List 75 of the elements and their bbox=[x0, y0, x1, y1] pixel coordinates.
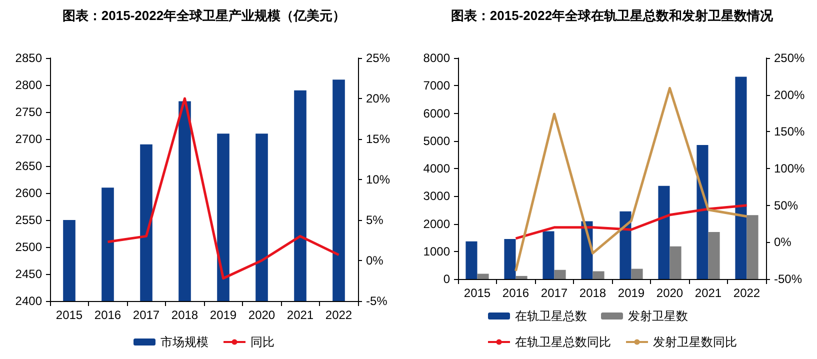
y-tick-label: 2400 bbox=[15, 294, 42, 308]
y-tick-label: 2700 bbox=[15, 132, 42, 146]
line-series bbox=[514, 204, 748, 240]
y-tick-label: 0 bbox=[443, 272, 450, 286]
chart-title: 图表：2015-2022年全球在轨卫星总数和发射卫星数情况 bbox=[450, 8, 774, 23]
y2-tick-label: 0% bbox=[366, 254, 384, 268]
y-tick-label: 2800 bbox=[15, 78, 42, 92]
y-tick-label: 5000 bbox=[423, 134, 450, 148]
bar bbox=[735, 76, 747, 279]
y-tick-label: 4000 bbox=[423, 162, 450, 176]
line-series bbox=[514, 86, 748, 272]
x-tick-label: 2022 bbox=[733, 286, 760, 300]
x-tick-label: 2019 bbox=[618, 286, 645, 300]
x-tick-label: 2017 bbox=[540, 286, 568, 300]
y-tick-label: 7000 bbox=[423, 78, 450, 93]
line-series bbox=[106, 97, 340, 280]
x-tick-label: 2022 bbox=[325, 308, 352, 322]
bar bbox=[554, 270, 566, 279]
bar bbox=[592, 271, 604, 279]
y-tick-label: 2650 bbox=[15, 159, 42, 173]
legend-label: 在轨卫星总数 bbox=[515, 309, 587, 323]
y2-tick-label: 150% bbox=[774, 124, 806, 139]
legend-label: 发射卫星数 bbox=[628, 309, 688, 323]
y-tick-label: 2850 bbox=[15, 51, 42, 65]
x-tick-label: 2018 bbox=[579, 286, 606, 300]
y-tick-label: 6000 bbox=[423, 106, 450, 120]
y-tick-label: 8000 bbox=[423, 51, 450, 65]
y-tick-label: 2500 bbox=[15, 240, 42, 254]
bar bbox=[620, 211, 632, 279]
y2-tick-label: 0% bbox=[774, 235, 792, 250]
y2-tick-label: 15% bbox=[366, 132, 390, 146]
y2-tick-label: -5% bbox=[366, 294, 388, 308]
x-tick-label: 2020 bbox=[248, 308, 276, 322]
y2-tick-label: 200% bbox=[774, 88, 806, 102]
bar bbox=[466, 241, 478, 279]
x-tick-label: 2017 bbox=[132, 308, 160, 322]
bar bbox=[542, 231, 554, 279]
x-tick-label: 2019 bbox=[210, 308, 237, 322]
bar bbox=[746, 215, 758, 279]
bar bbox=[477, 274, 489, 279]
y-tick-label: 2450 bbox=[15, 267, 42, 281]
y2-tick-label: 25% bbox=[366, 51, 390, 65]
bar bbox=[504, 238, 516, 279]
x-tick-label: 2018 bbox=[171, 308, 198, 322]
y-tick-label: 2550 bbox=[15, 213, 42, 227]
x-tick-label: 2015 bbox=[464, 286, 491, 300]
y2-tick-label: 100% bbox=[774, 162, 806, 176]
y2-tick-label: -50% bbox=[774, 272, 802, 286]
bar bbox=[516, 276, 528, 279]
y2-tick-label: 250% bbox=[774, 51, 806, 65]
y2-tick-label: 10% bbox=[366, 172, 390, 186]
bar bbox=[658, 186, 670, 279]
x-tick-label: 2021 bbox=[694, 286, 722, 300]
bar bbox=[708, 232, 720, 279]
y2-tick-label: 5% bbox=[366, 213, 384, 227]
y-tick-label: 3000 bbox=[423, 189, 450, 204]
x-tick-label: 2016 bbox=[94, 308, 122, 322]
legend-label: 在轨卫星总数同比 bbox=[515, 335, 611, 349]
bar bbox=[631, 268, 643, 279]
legend-label: 发射卫星数同比 bbox=[653, 335, 737, 349]
y-tick-label: 2600 bbox=[15, 186, 42, 200]
x-tick-label: 2020 bbox=[656, 286, 684, 300]
y2-tick-label: 20% bbox=[366, 92, 390, 106]
x-tick-label: 2021 bbox=[286, 308, 314, 322]
bar bbox=[670, 246, 682, 279]
y-tick-label: 2750 bbox=[15, 105, 42, 119]
x-tick-label: 2016 bbox=[502, 286, 530, 300]
x-tick-label: 2015 bbox=[56, 308, 83, 322]
y-tick-label: 1000 bbox=[423, 244, 450, 258]
y-tick-label: 2000 bbox=[423, 216, 450, 231]
y2-tick-label: 50% bbox=[774, 198, 798, 212]
legend-label: 同比 bbox=[250, 335, 274, 349]
bar bbox=[696, 145, 708, 279]
legend-label: 市场规模 bbox=[160, 335, 208, 349]
chart-title: 图表：2015-2022年全球卫星产业规模（亿美元） bbox=[62, 8, 346, 23]
